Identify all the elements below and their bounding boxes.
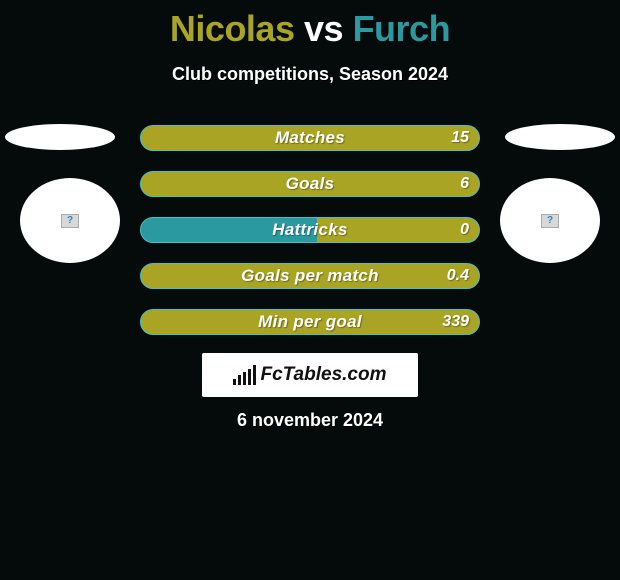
stat-bar-value: 0.4 xyxy=(447,264,469,288)
logo-bar-segment xyxy=(238,375,241,385)
logo-bars-icon xyxy=(233,365,256,385)
image-placeholder-icon: ? xyxy=(541,214,559,228)
logo-bar-segment xyxy=(243,372,246,385)
placeholder-glyph: ? xyxy=(67,215,73,226)
stat-bar: Goals6 xyxy=(140,171,480,197)
date-text: 6 november 2024 xyxy=(0,410,620,431)
stat-bar-value: 0 xyxy=(460,218,469,242)
stat-bar-label: Goals xyxy=(141,172,479,196)
logo-bar-segment xyxy=(253,365,256,385)
stat-bar: Goals per match0.4 xyxy=(140,263,480,289)
vs-text: vs xyxy=(304,8,343,49)
stat-bars: Matches15 Goals6 Hattricks0 Goals per match… xyxy=(140,125,480,355)
stat-bar-label: Min per goal xyxy=(141,310,479,334)
player-b-name: Furch xyxy=(353,8,451,49)
stat-bar-value: 339 xyxy=(442,310,469,334)
stat-bar-label: Hattricks xyxy=(141,218,479,242)
subtitle: Club competitions, Season 2024 xyxy=(0,64,620,85)
stat-bar: Hattricks0 xyxy=(140,217,480,243)
logo-bar-segment xyxy=(233,379,236,385)
logo-text: FcTables.com xyxy=(260,364,386,386)
placeholder-glyph: ? xyxy=(547,215,553,226)
right-ellipse-decor xyxy=(505,124,615,150)
stat-bar-value: 6 xyxy=(460,172,469,196)
left-player-avatar: ? xyxy=(20,178,120,263)
stat-bar-label: Matches xyxy=(141,126,479,150)
comparison-title: Nicolas vs Furch xyxy=(0,0,620,50)
fctables-logo: FcTables.com xyxy=(202,353,418,397)
stat-bar-value: 15 xyxy=(451,126,469,150)
stat-bar-label: Goals per match xyxy=(141,264,479,288)
logo-bar-segment xyxy=(248,369,251,385)
stat-bar: Matches15 xyxy=(140,125,480,151)
player-a-name: Nicolas xyxy=(170,8,295,49)
stat-bar: Min per goal339 xyxy=(140,309,480,335)
left-ellipse-decor xyxy=(5,124,115,150)
image-placeholder-icon: ? xyxy=(61,214,79,228)
right-player-avatar: ? xyxy=(500,178,600,263)
